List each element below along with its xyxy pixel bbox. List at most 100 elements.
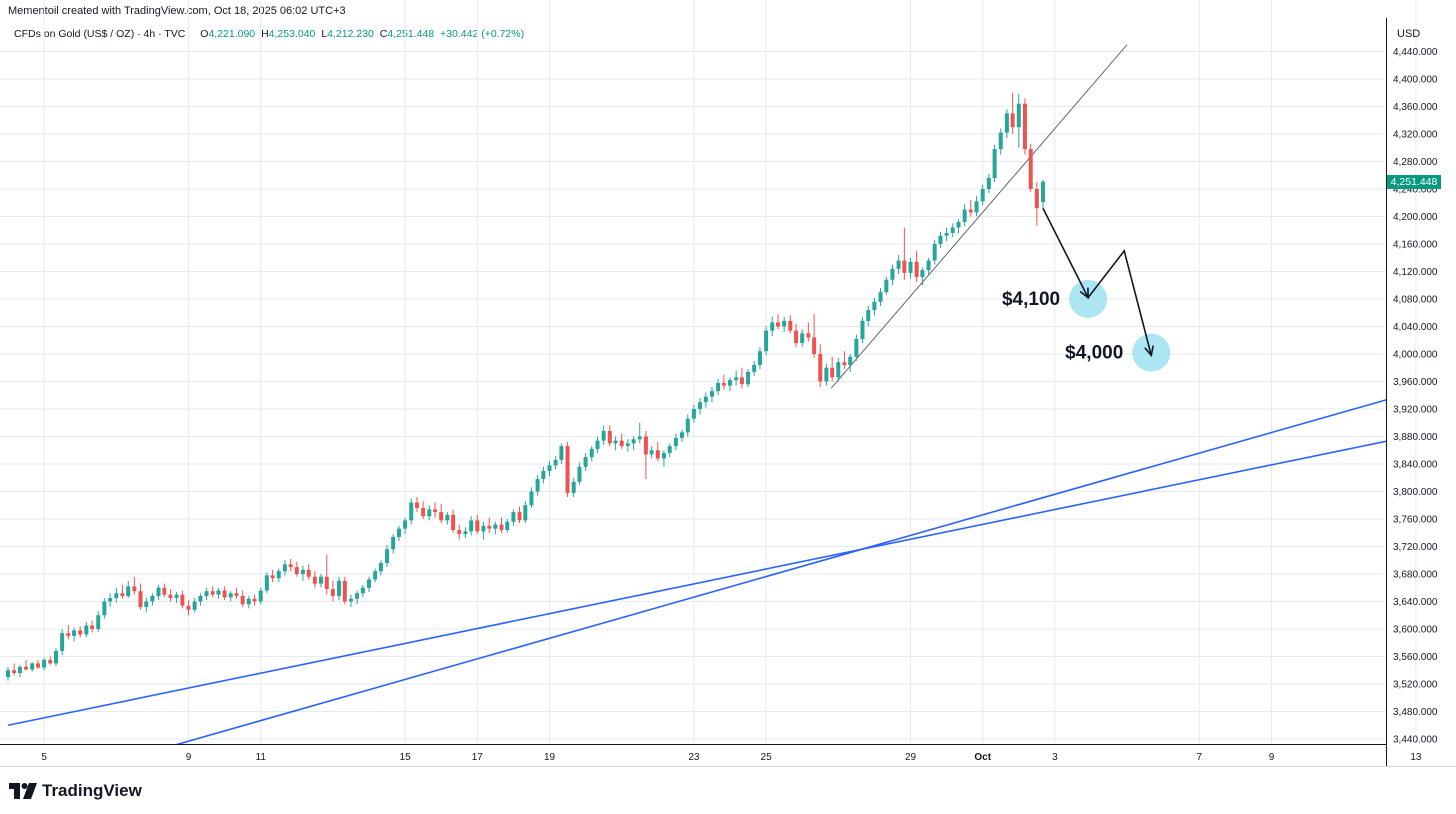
price-tick-label: 3,680.000 (1393, 570, 1438, 581)
candle-body-up (920, 270, 925, 277)
candle-body-up (872, 301, 877, 310)
candle-body-up (649, 450, 654, 455)
candle-body-up (523, 505, 528, 521)
candle-body-up (60, 633, 65, 651)
candle-body-up (860, 321, 865, 339)
candle-body-down (306, 569, 311, 577)
price-tick-label: 4,280.000 (1393, 157, 1438, 168)
trendlines[interactable] (7, 44, 1456, 793)
candle-body-up (908, 261, 913, 273)
tradingview-logo[interactable]: TradingView (9, 781, 142, 801)
candle-body-up (469, 520, 474, 532)
price-tick-label: 4,120.000 (1393, 267, 1438, 278)
price-tick-label: 4,400.000 (1393, 75, 1438, 86)
candle-body-up (30, 663, 35, 670)
candle-body-up (1040, 181, 1045, 203)
candle-body-up (42, 659, 47, 668)
projection-path (1042, 207, 1153, 356)
candle-body-up (505, 521, 510, 530)
price-tick-label: 3,520.000 (1393, 680, 1438, 691)
candle-body-down (643, 436, 648, 455)
symbol-name[interactable]: CFDs on Gold (US$ / OZ) · 4h · TVC (14, 28, 186, 40)
candle-body-up (463, 531, 468, 535)
candle-body-up (360, 587, 365, 594)
candle-body-down (655, 450, 660, 459)
candle-body-up (764, 330, 769, 352)
price-tick-label: 3,920.000 (1393, 405, 1438, 416)
candle-body-down (788, 321, 793, 331)
candle-body-up (276, 571, 281, 579)
candle-body-up (258, 590, 263, 602)
price-tick-label: 3,800.000 (1393, 487, 1438, 498)
time-tick-label: 15 (400, 752, 412, 763)
time-tick-label: 13 (1410, 752, 1422, 763)
candle-body-up (102, 601, 107, 616)
candle-body-up (589, 448, 594, 458)
candle-body-up (72, 630, 77, 636)
candle-body-up (300, 569, 305, 574)
candle-body-down (487, 525, 492, 529)
candle-body-up (734, 377, 739, 381)
candle-body-up (54, 651, 59, 664)
candle-body-up (204, 591, 209, 596)
candle-body-up (980, 189, 985, 202)
price-tick-label: 3,720.000 (1393, 542, 1438, 553)
candle-body-down (499, 524, 504, 530)
candle-body-up (824, 367, 829, 382)
candle-body-up (625, 443, 630, 447)
time-tick-label: 7 (1197, 752, 1203, 763)
candle-body-down (607, 431, 612, 444)
candle-body-up (896, 260, 901, 269)
price-tick-label: 3,960.000 (1393, 377, 1438, 388)
candle-body-up (126, 586, 131, 596)
candle-body-up (367, 579, 371, 588)
support-trendline-1 (7, 440, 1386, 727)
candle-body-up (595, 440, 600, 449)
candle-body-up (631, 439, 636, 444)
price-tick-label: 3,840.000 (1393, 460, 1438, 471)
candle-body-down (830, 367, 835, 378)
candle-body-up (800, 333, 805, 343)
high-label: H (261, 28, 269, 40)
candle-body-up (198, 596, 203, 602)
candle-body-up (228, 593, 233, 598)
candle-body-down (914, 261, 919, 277)
price-tick-label: 4,360.000 (1393, 102, 1438, 113)
candle-body-down (138, 591, 143, 607)
candle-body-up (355, 593, 360, 599)
time-tick-label: Oct (974, 752, 991, 763)
candle-body-down (818, 354, 823, 382)
candle-body-up (108, 598, 113, 602)
candle-body-up (926, 260, 931, 271)
candle-body-down (162, 587, 167, 595)
candle-body-down (312, 576, 317, 584)
candle-body-up (986, 178, 991, 189)
candle-body-down (1022, 103, 1027, 150)
currency-label[interactable]: USD (1397, 28, 1421, 40)
candle-body-down (968, 209, 973, 213)
open-label: O (200, 28, 209, 40)
candle-body-down (288, 564, 293, 568)
candle-body-up (848, 356, 853, 365)
candle-body-down (48, 659, 53, 664)
candle-body-down (806, 333, 811, 338)
candle-body-up (890, 268, 895, 280)
candle-body-up (535, 479, 540, 492)
candle-body-up (836, 362, 841, 378)
high-value: 4,253.040 (268, 28, 316, 40)
candle-body-down (186, 605, 191, 610)
candle-body-down (517, 512, 522, 521)
time-tick-label: 5 (41, 752, 47, 763)
candle-body-up (950, 227, 955, 233)
price-tick-label: 3,600.000 (1393, 625, 1438, 636)
candle-body-down (776, 322, 781, 327)
time-tick-label: 19 (544, 752, 556, 763)
candle-body-down (1034, 189, 1039, 209)
candle-body-up (866, 310, 871, 321)
annotations[interactable]: $4,100 $4,000 (1002, 207, 1171, 372)
candle-body-down (451, 514, 456, 530)
candle-body-down (132, 586, 137, 592)
candle-body-up (679, 432, 684, 438)
candle-body-up (583, 457, 588, 467)
